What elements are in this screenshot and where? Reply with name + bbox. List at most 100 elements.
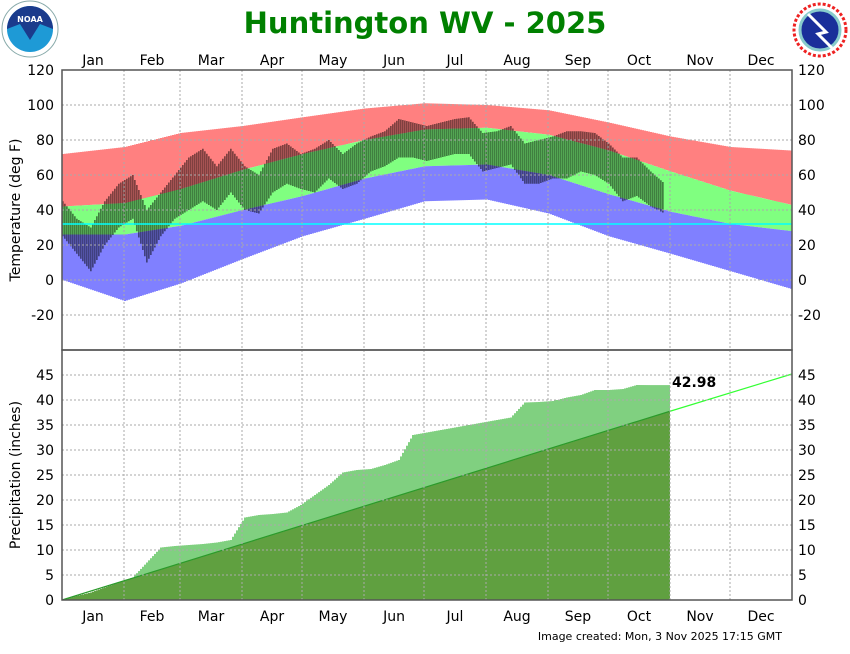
normal-precip-bar — [124, 580, 126, 600]
normal-precip-bar — [378, 501, 380, 600]
record-high-bar — [78, 152, 80, 206]
normal-precip-bar — [118, 582, 120, 600]
observed-temp-bar — [652, 173, 654, 208]
observed-temp-bar — [626, 157, 628, 200]
normal-precip-bar — [348, 511, 350, 600]
observed-temp-bar — [386, 129, 388, 165]
observed-temp-bar — [148, 207, 150, 259]
normal-range-bar — [672, 172, 674, 213]
normal-range-bar — [678, 174, 680, 214]
normal-precip-bar — [406, 493, 408, 600]
observed-temp-bar — [178, 170, 180, 217]
normal-precip-bar — [198, 557, 200, 600]
record-low-bar — [622, 198, 624, 241]
record-low-bar — [550, 175, 552, 215]
record-low-bar — [208, 218, 210, 273]
record-high-bar — [772, 149, 774, 201]
normal-precip-bar — [238, 545, 240, 600]
record-high-bar — [216, 128, 218, 178]
observed-temp-bar — [610, 145, 612, 187]
record-high-bar — [574, 115, 576, 142]
observed-temp-bar — [372, 135, 374, 171]
normal-precip-line — [669, 373, 793, 412]
record-high-bar — [352, 110, 354, 143]
normal-precip-bar — [342, 513, 344, 600]
temp-tick-label-left: 20 — [36, 238, 54, 254]
record-low-bar — [200, 220, 202, 276]
observed-temp-bar — [256, 173, 258, 213]
normal-precip-bar — [508, 461, 510, 600]
record-low-bar — [408, 169, 410, 206]
observed-temp-bar — [64, 203, 66, 239]
observed-temp-bar — [644, 165, 646, 202]
record-high-bar — [618, 124, 620, 154]
observed-temp-bar — [420, 124, 422, 160]
record-high-bar — [256, 123, 258, 167]
normal-precip-bar — [354, 509, 356, 600]
record-high-bar — [262, 123, 264, 165]
temp-tick-label-right: 100 — [798, 98, 825, 114]
normal-precip-bar — [622, 426, 624, 600]
record-low-bar — [672, 212, 674, 255]
record-low-bar — [620, 197, 622, 240]
record-high-bar — [778, 149, 780, 202]
record-high-bar — [728, 146, 730, 191]
record-high-bar — [672, 136, 674, 173]
record-high-bar — [100, 149, 102, 205]
normal-precip-bar — [114, 583, 116, 600]
normal-range-bar — [768, 199, 770, 229]
observed-temp-bar — [404, 120, 406, 158]
record-high-bar — [470, 104, 472, 129]
observed-temp-bar — [418, 124, 420, 159]
record-low-bar — [188, 223, 190, 281]
observed-temp-bar — [128, 177, 130, 222]
observed-temp-bar — [112, 191, 114, 235]
record-low-bar — [430, 166, 432, 202]
normal-precip-bar — [276, 533, 278, 600]
observed-temp-bar — [604, 140, 606, 182]
record-low-bar — [96, 234, 98, 292]
record-high-bar — [598, 120, 600, 148]
month-label-top: Oct — [627, 53, 652, 69]
record-low-bar — [258, 206, 260, 253]
observed-temp-bar — [532, 141, 534, 184]
normal-range-bar — [722, 188, 724, 223]
precip-y-axis-label: Precipitation (inches) — [8, 401, 24, 549]
record-low-bar — [398, 171, 400, 209]
record-high-bar — [422, 103, 424, 130]
record-high-bar — [140, 143, 142, 199]
record-low-bar — [318, 191, 320, 232]
record-high-bar — [786, 150, 788, 204]
observed-temp-bar — [96, 216, 98, 260]
record-low-bar — [170, 227, 172, 287]
month-label-bottom: Dec — [747, 609, 774, 625]
record-low-bar — [762, 227, 764, 281]
normal-precip-bar — [320, 519, 322, 600]
record-high-bar — [652, 132, 654, 166]
normal-range-bar — [708, 183, 710, 220]
normal-precip-bar — [480, 470, 482, 600]
normal-precip-bar — [500, 464, 502, 600]
normal-precip-bar — [576, 440, 578, 600]
observed-temp-bar — [266, 160, 268, 202]
observed-temp-bar — [222, 158, 224, 203]
record-high-bar — [730, 147, 732, 191]
normal-precip-bar — [638, 421, 640, 600]
record-high-bar — [662, 134, 664, 169]
record-high-bar — [234, 126, 236, 173]
observed-temp-bar — [512, 128, 514, 168]
record-low-bar — [454, 165, 456, 201]
month-label-top: Sep — [565, 53, 592, 69]
record-high-bar — [116, 147, 118, 204]
record-high-bar — [762, 148, 764, 199]
record-low-bar — [220, 215, 222, 268]
record-low-bar — [632, 201, 634, 244]
record-high-bar — [496, 105, 498, 129]
record-high-bar — [142, 142, 144, 199]
observed-temp-bar — [84, 223, 86, 264]
record-low-bar — [240, 210, 242, 260]
record-high-bar — [388, 106, 390, 136]
observed-temp-bar — [206, 153, 208, 204]
record-low-bar — [114, 234, 116, 298]
normal-precip-bar — [294, 527, 296, 600]
